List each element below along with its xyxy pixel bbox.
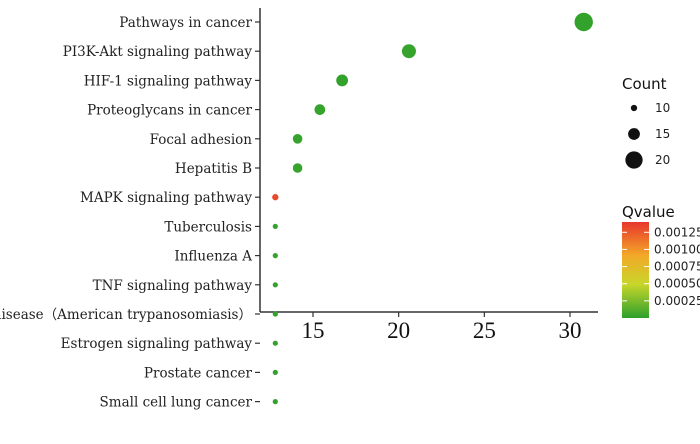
data-point (401, 44, 416, 59)
y-tick-label: Focal adhesion (150, 132, 253, 148)
qvalue-legend: Qvalue 0.00025 0.00050 0.00075 0.00100 0.001… (622, 203, 700, 318)
data-point (272, 194, 279, 201)
x-axis-tick-labels: 15 20 25 30 (302, 318, 582, 343)
y-tick-label: Tuberculosis (164, 219, 252, 235)
qvalue-tick-label: 0.00075 (654, 260, 700, 274)
y-tick-label: Estrogen signaling pathway (61, 336, 253, 352)
y-tick-label: Small cell lung cancer (100, 395, 253, 411)
count-legend-label: 20 (655, 153, 670, 167)
y-tick-label: TNF signaling pathway (93, 278, 253, 294)
y-tick-label: Pathways in cancer (119, 15, 252, 31)
y-tick-label: PI3K-Akt signaling pathway (63, 44, 253, 60)
data-point (272, 282, 278, 288)
count-legend-marker (628, 128, 640, 140)
qvalue-tick-label: 0.00100 (654, 242, 700, 256)
y-tick-label: Prostate cancer (144, 365, 253, 381)
count-legend-label: 15 (655, 127, 670, 141)
data-point (272, 311, 278, 317)
count-legend: Count 10 15 20 (622, 75, 670, 169)
count-legend-title: Count (622, 75, 667, 93)
qvalue-tick-label: 0.00025 (654, 294, 700, 308)
qvalue-tick-label: 0.00125 (654, 225, 700, 239)
y-tick-label: Hepatitis B (175, 161, 252, 177)
y-axis-labels: Pathways in cancer PI3K-Akt signaling pat… (0, 15, 253, 411)
count-legend-marker (630, 104, 638, 112)
qvalue-tick-label: 0.00050 (654, 277, 700, 291)
x-tick-label: 20 (387, 318, 410, 343)
y-tick-label: Chagas disease（American trypanosomiasis） (0, 307, 252, 323)
data-point (314, 104, 326, 115)
data-point (574, 12, 593, 32)
data-point (272, 223, 278, 229)
qvalue-colorbar (622, 222, 649, 318)
count-legend-label: 10 (655, 101, 670, 115)
data-point (272, 369, 278, 375)
data-point (292, 163, 303, 173)
x-tick-label: 30 (559, 318, 582, 343)
qvalue-legend-title: Qvalue (622, 203, 675, 221)
data-point (272, 340, 278, 346)
x-tick-label: 25 (473, 318, 496, 343)
y-tick-label: Proteoglycans in cancer (87, 103, 252, 119)
y-tick-label: Influenza A (174, 249, 252, 265)
y-tick-label: HIF-1 signaling pathway (84, 73, 253, 89)
data-point (272, 399, 278, 405)
data-point (272, 253, 278, 259)
y-tick-label: MAPK signaling pathway (80, 190, 252, 206)
y-axis-ticks (255, 21, 260, 403)
data-point (292, 134, 303, 144)
count-legend-marker (625, 151, 643, 169)
x-tick-label: 15 (302, 318, 325, 343)
x-axis-ticks (312, 312, 571, 317)
data-points (272, 12, 593, 405)
data-point (336, 74, 349, 87)
